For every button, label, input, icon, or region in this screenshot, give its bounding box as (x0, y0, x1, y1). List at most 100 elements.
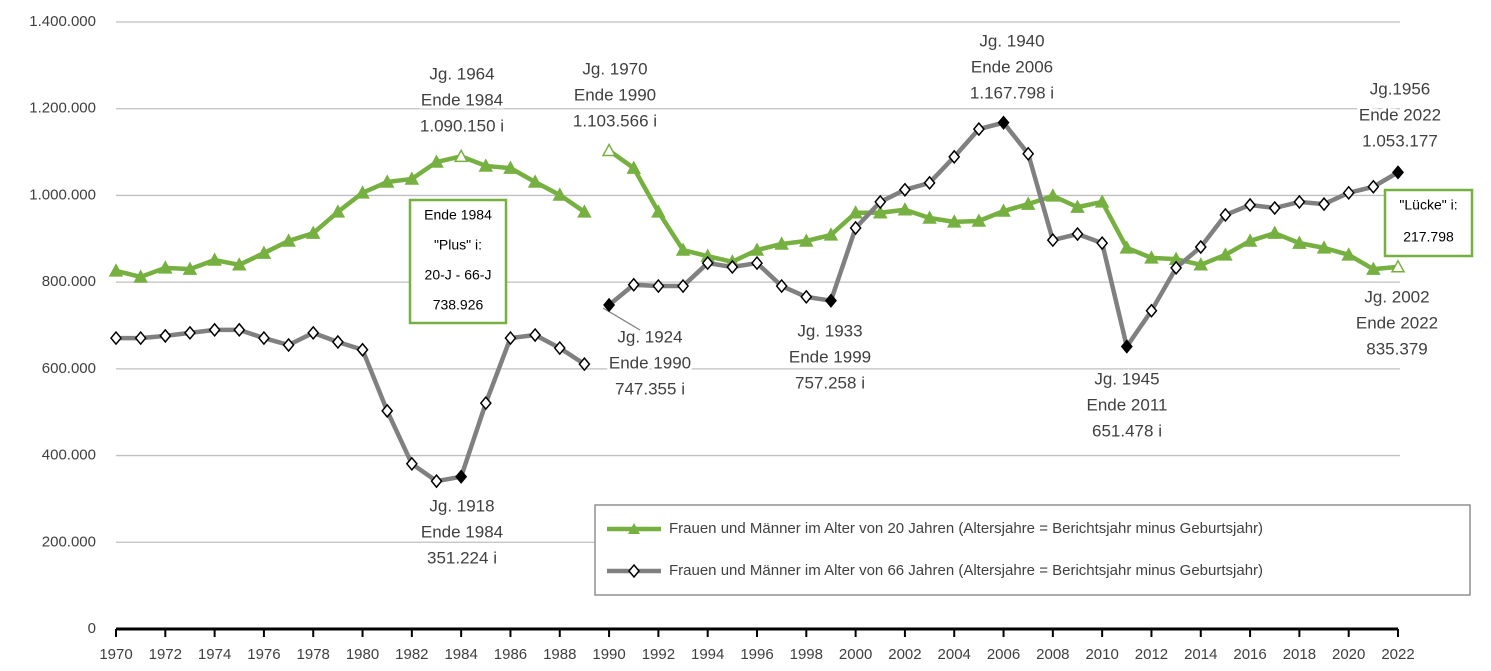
data-point (529, 327, 542, 343)
data-point (355, 185, 370, 199)
data-point (330, 204, 346, 218)
callout-text: 738.926 (433, 297, 484, 313)
annotation: 747.355 i (615, 379, 685, 398)
data-point (800, 289, 813, 305)
annotation: Ende 1984 (421, 90, 503, 109)
x-tick-label: 1986 (494, 646, 527, 663)
data-point (922, 210, 937, 224)
annotation: 1.090.150 i (420, 116, 504, 135)
data-point (183, 325, 196, 341)
y-tick-label: 1.400.000 (29, 13, 96, 30)
data-point (848, 205, 863, 219)
data-point (381, 403, 394, 419)
data-point (1268, 200, 1281, 216)
x-tick-label: 2020 (1332, 646, 1365, 663)
y-tick-label: 400.000 (42, 447, 96, 464)
data-point (971, 213, 987, 227)
series-line (116, 327, 586, 484)
data-point (478, 158, 494, 172)
data-point (281, 233, 296, 247)
y-tick-label: 1.000.000 (29, 186, 96, 203)
callout-text: "Plus" i: (434, 237, 482, 253)
data-point (504, 330, 517, 346)
x-tick-label: 1976 (247, 646, 280, 663)
data-point (1219, 207, 1232, 223)
data-point (824, 293, 837, 308)
data-point (873, 205, 888, 219)
data-point (1366, 261, 1381, 275)
x-tick-label: 1982 (395, 646, 428, 663)
data-point (429, 154, 444, 168)
data-point (1342, 185, 1355, 200)
annotation: Ende 2006 (971, 57, 1053, 76)
data-point (726, 259, 739, 275)
data-point (158, 260, 173, 274)
data-point (1144, 250, 1159, 264)
annotation: 835.379 (1366, 339, 1427, 358)
annotation: Jg. 1945 (1094, 369, 1159, 388)
data-point (479, 395, 492, 411)
data-point (1318, 196, 1331, 212)
data-point (1194, 239, 1207, 255)
annotation: Jg. 1924 (617, 327, 682, 346)
data-point (1367, 179, 1380, 194)
annotation: 651.478 i (1092, 421, 1162, 440)
data-point (1390, 259, 1406, 273)
data-point (972, 121, 985, 137)
callout-text: 20-J - 66-J (425, 267, 492, 283)
x-tick-label: 2004 (938, 646, 971, 663)
annotation: Jg. 1940 (979, 31, 1044, 50)
x-tick-label: 1996 (740, 646, 773, 663)
x-tick-label: 1990 (592, 646, 625, 663)
data-point (1267, 225, 1282, 239)
data-point (307, 325, 320, 341)
x-tick-label: 1994 (691, 646, 724, 663)
x-tick-label: 2010 (1085, 646, 1118, 663)
data-point (553, 340, 566, 356)
data-point (923, 175, 936, 191)
legend-label: Frauen und Männer im Alter von 66 Jahren… (669, 562, 1263, 579)
data-point (1020, 196, 1036, 210)
data-point (1094, 194, 1110, 208)
data-point (1292, 235, 1307, 249)
data-point (603, 297, 616, 313)
legend (594, 504, 1471, 596)
data-point (652, 278, 665, 294)
x-tick-label: 1984 (444, 646, 477, 663)
data-point (1242, 233, 1258, 247)
x-tick-label: 2016 (1233, 646, 1266, 663)
callout-box (408, 198, 508, 325)
callout-text: 217.798 (1403, 229, 1454, 245)
y-tick-label: 1.200.000 (29, 100, 96, 117)
data-point (379, 174, 395, 188)
data-point (1070, 199, 1085, 213)
x-tick-label: 1980 (346, 646, 379, 663)
x-tick-label: 2006 (987, 646, 1020, 663)
x-tick-label: 2008 (1036, 646, 1069, 663)
data-point (331, 334, 344, 350)
data-point (874, 194, 887, 210)
data-point (751, 255, 763, 271)
data-point (1045, 188, 1061, 202)
x-tick-label: 2018 (1283, 646, 1316, 663)
x-tick-label: 1978 (297, 646, 330, 663)
callout-box (1383, 188, 1474, 258)
data-point (774, 236, 789, 250)
data-point (404, 171, 420, 185)
data-point (1145, 303, 1158, 318)
y-tick-label: 0 (88, 620, 96, 637)
x-tick-label: 2014 (1184, 646, 1217, 663)
data-point (997, 115, 1010, 130)
annotation: Jg. 1918 (429, 496, 494, 515)
data-point (1244, 197, 1257, 213)
data-point (849, 220, 862, 236)
x-tick-label: 1988 (543, 646, 576, 663)
annotation: Ende 2011 (1087, 395, 1168, 414)
data-point (1293, 194, 1306, 210)
annotation: 1.053.177 (1362, 131, 1438, 150)
data-point (453, 148, 469, 163)
data-point (775, 278, 788, 294)
data-point (675, 242, 691, 256)
data-point (1120, 339, 1133, 354)
